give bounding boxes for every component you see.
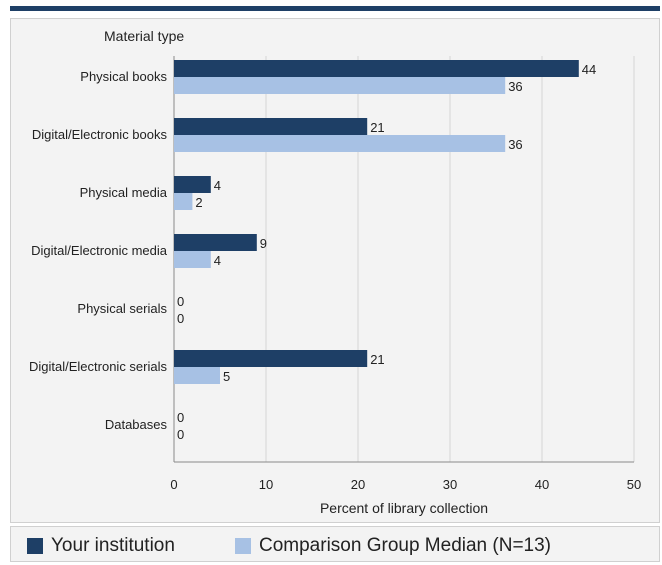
- bar-your-institution-physical-media: [174, 176, 211, 193]
- bar-your-institution-digital-electronic-books: [174, 118, 368, 135]
- x-tick-label-20: 20: [351, 477, 365, 492]
- x-axis-title: Percent of library collection: [320, 500, 488, 516]
- bar-chart: Material type Percent of library collect…: [29, 28, 641, 516]
- legend-swatch-comparison-group: [235, 538, 251, 554]
- x-ticks-layer: 0 10 20 30 40 50: [170, 477, 641, 492]
- legend-label-your-institution: Your institution: [51, 535, 175, 556]
- bar-comparison-digital-electronic-media: [174, 251, 211, 268]
- bar-your-institution-digital-electronic-media: [174, 234, 257, 251]
- grid-layer: [265, 56, 635, 462]
- category-label-digital-electronic-books: Digital/Electronic books: [32, 127, 168, 142]
- category-label-databases: Databases: [105, 417, 168, 432]
- bar-comparison-digital-electronic-books: [174, 135, 506, 152]
- x-tick-label-30: 30: [443, 477, 457, 492]
- legend: Your institution Comparison Group Median…: [10, 526, 660, 562]
- bar-your-institution-physical-books: [174, 60, 579, 77]
- x-tick-label-40: 40: [535, 477, 549, 492]
- category-label-physical-serials: Physical serials: [77, 301, 167, 316]
- category-label-digital-electronic-media: Digital/Electronic media: [31, 243, 168, 258]
- value-label-comparison-digital-electronic-serials: 5: [223, 369, 230, 384]
- value-label-your-institution-physical-serials: 0: [177, 294, 184, 309]
- category-label-digital-electronic-serials: Digital/Electronic serials: [29, 359, 167, 374]
- value-label-comparison-physical-books: 36: [508, 79, 522, 94]
- value-label-your-institution-digital-electronic-media: 9: [260, 236, 267, 251]
- bar-comparison-physical-media: [174, 193, 193, 210]
- value-label-comparison-databases: 0: [177, 427, 184, 442]
- category-label-physical-books: Physical books: [80, 69, 167, 84]
- legend-label-comparison-group: Comparison Group Median (N=13): [259, 535, 551, 556]
- category-label-physical-media: Physical media: [80, 185, 168, 200]
- legend-swatch-your-institution: [27, 538, 43, 554]
- y-axis-title: Material type: [104, 28, 184, 44]
- value-label-your-institution-physical-media: 4: [214, 178, 221, 193]
- legend-item-your-institution: Your institution: [27, 535, 175, 557]
- value-label-your-institution-digital-electronic-books: 21: [370, 120, 384, 135]
- value-label-your-institution-digital-electronic-serials: 21: [370, 352, 384, 367]
- bar-your-institution-digital-electronic-serials: [174, 350, 368, 367]
- bar-comparison-digital-electronic-serials: [174, 367, 220, 384]
- x-tick-label-0: 0: [170, 477, 177, 492]
- category-labels-layer: Physical books Digital/Electronic books Ph…: [29, 69, 168, 432]
- value-label-comparison-physical-media: 2: [195, 195, 202, 210]
- x-tick-label-50: 50: [627, 477, 641, 492]
- top-rule: [10, 6, 660, 11]
- value-label-your-institution-physical-books: 44: [582, 62, 596, 77]
- value-label-your-institution-databases: 0: [177, 410, 184, 425]
- bars-layer: [174, 60, 579, 384]
- bar-comparison-physical-books: [174, 77, 506, 94]
- x-tick-label-10: 10: [259, 477, 273, 492]
- legend-item-comparison-group: Comparison Group Median (N=13): [235, 535, 551, 557]
- chart-panel: [10, 18, 660, 523]
- value-label-comparison-digital-electronic-books: 36: [508, 137, 522, 152]
- value-label-comparison-digital-electronic-media: 4: [214, 253, 221, 268]
- value-label-comparison-physical-serials: 0: [177, 311, 184, 326]
